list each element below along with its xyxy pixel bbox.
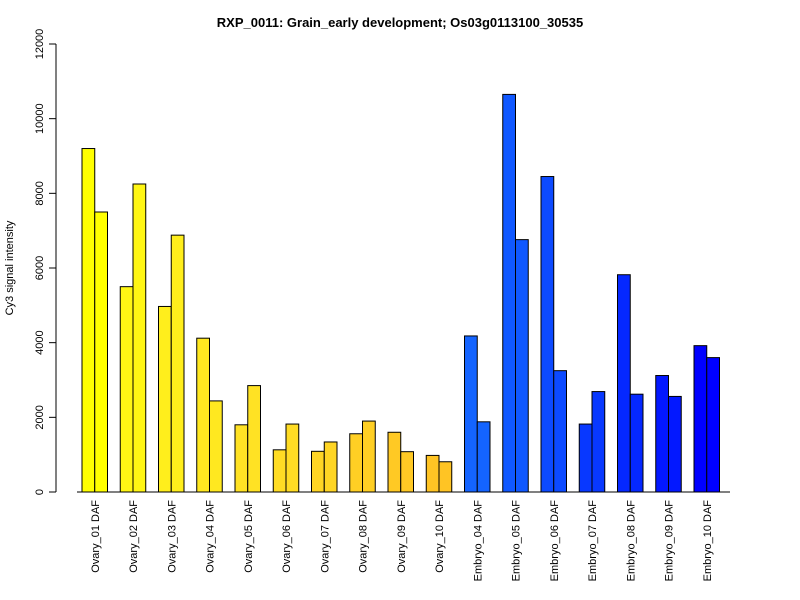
y-tick-label: 6000 [34,256,46,280]
x-tick-label: Ovary_06 DAF [281,500,293,573]
x-tick-label: Ovary_10 DAF [434,500,446,573]
bar [629,393,644,493]
bar [94,211,108,493]
bar [502,93,516,493]
bar [311,450,325,493]
bar [706,357,720,493]
bar [119,286,134,493]
x-tick-label: Ovary_07 DAF [319,500,331,573]
bar [132,183,147,493]
bar [285,423,300,493]
x-tick-label: Ovary_04 DAF [205,500,217,573]
bar [247,385,261,493]
bar [400,451,414,493]
x-tick-labels: Ovary_01 DAF Ovary_02 DAF Ovary_03 DAF Ovar… [90,500,714,582]
y-tick-label: 0 [34,489,46,495]
bar [387,431,402,493]
bar [540,176,555,493]
bar [323,441,338,493]
bar [272,449,287,493]
bar [668,395,682,493]
bar [578,423,593,493]
x-tick-label: Embryo_08 DAF [625,500,637,582]
x-tick-label: Ovary_05 DAF [243,500,255,573]
bar [209,400,223,493]
bars [81,93,720,493]
bar [553,370,567,493]
x-tick-label: Ovary_02 DAF [128,500,140,573]
bar [591,391,606,493]
bar [81,148,96,493]
x-tick-label: Embryo_07 DAF [587,500,599,582]
bar [464,335,478,493]
bar [349,433,363,493]
y-tick-label: 4000 [34,330,46,354]
bar [655,375,669,493]
bar [515,239,529,493]
x-tick-label: Ovary_09 DAF [396,500,408,573]
bar [362,420,376,493]
x-tick-label: Embryo_04 DAF [472,500,484,582]
x-tick-label: Ovary_08 DAF [358,500,370,573]
bar [438,461,453,493]
x-tick-label: Embryo_06 DAF [549,500,561,582]
x-tick-label: Ovary_03 DAF [166,500,178,573]
y-tick-label: 2000 [34,405,46,429]
bar [158,305,172,493]
y-tick-label: 12000 [34,29,46,60]
bar [693,345,708,493]
bar [425,454,440,493]
bar [234,424,249,493]
x-tick-label: Embryo_10 DAF [702,500,714,582]
x-tick-label: Embryo_05 DAF [511,500,523,582]
y-tick-label: 10000 [34,103,46,134]
y-axis: 0 2000 4000 6000 8000 10000 12000 [34,29,57,495]
bar [170,234,185,493]
bar [196,337,210,493]
y-axis-label: Cy3 signal intensity [4,220,16,315]
bar [476,421,491,493]
chart-title: RXP_0011: Grain_early development; Os03g… [217,15,583,30]
x-tick-label: Ovary_01 DAF [90,500,102,573]
y-tick-label: 8000 [34,181,46,205]
x-tick-label: Embryo_09 DAF [664,500,676,582]
bar [617,274,631,493]
